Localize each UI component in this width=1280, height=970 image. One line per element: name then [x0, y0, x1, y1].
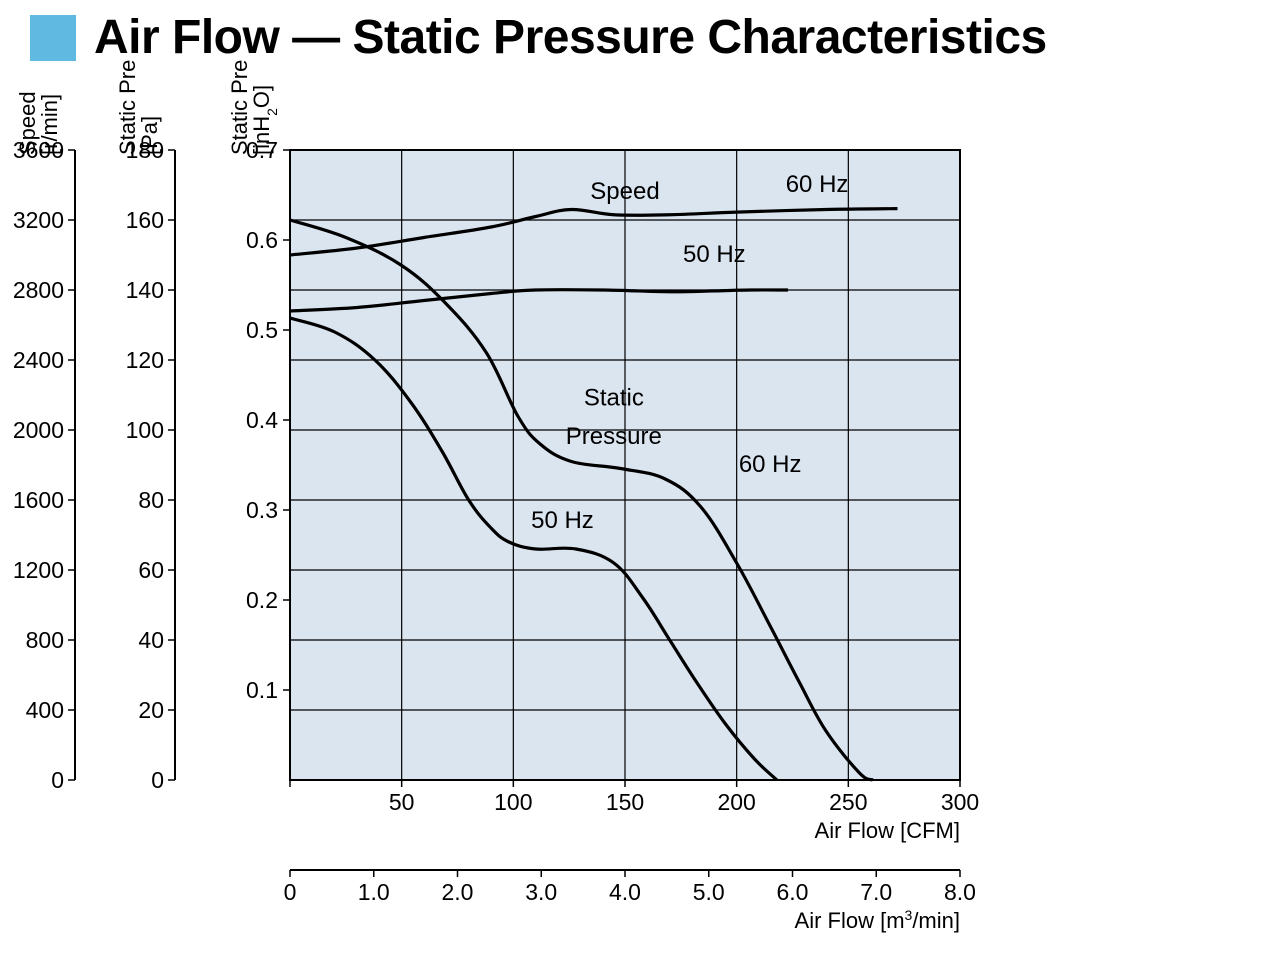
- tick-label-pa: 40: [138, 627, 164, 653]
- x-axis-m3-label: Air Flow [m3/min]: [795, 907, 960, 933]
- tick-label-cfm: 200: [717, 789, 755, 815]
- annotation-speed_60: 60 Hz: [786, 171, 849, 198]
- annotation-speed_label: Speed: [590, 178, 659, 205]
- tick-label-speed: 1600: [13, 487, 64, 513]
- tick-label-cfm: 300: [941, 789, 979, 815]
- chart-svg: 0400800120016002000240028003200360002040…: [0, 60, 1280, 970]
- tick-label-speed: 3200: [13, 207, 64, 233]
- tick-label-speed: 2800: [13, 277, 64, 303]
- tick-label-m3: 1.0: [358, 879, 390, 905]
- annotation-speed_50: 50 Hz: [683, 241, 746, 268]
- tick-label-cfm: 100: [494, 789, 532, 815]
- tick-label-cfm: 150: [606, 789, 644, 815]
- chart-title-bar: Air Flow — Static Pressure Characteristi…: [30, 10, 1047, 65]
- annotation-sp_label_1: Static: [584, 385, 644, 412]
- tick-label-speed: 400: [26, 697, 64, 723]
- accent-square-icon: [30, 15, 76, 61]
- tick-label-pa: 0: [151, 767, 164, 793]
- tick-label-cfm: 250: [829, 789, 867, 815]
- tick-label-pa: 60: [138, 557, 164, 583]
- tick-label-inh2o: 0.5: [246, 317, 278, 343]
- tick-label-speed: 2400: [13, 347, 64, 373]
- tick-label-pa: 120: [126, 347, 164, 373]
- tick-label-speed: 1200: [13, 557, 64, 583]
- tick-label-pa: 100: [126, 417, 164, 443]
- annotation-sp_label_2: Pressure: [566, 423, 662, 450]
- page: Air Flow — Static Pressure Characteristi…: [0, 0, 1280, 970]
- tick-label-m3: 7.0: [860, 879, 892, 905]
- tick-label-pa: 160: [126, 207, 164, 233]
- chart-title: Air Flow — Static Pressure Characteristi…: [94, 10, 1047, 65]
- tick-label-pa: 20: [138, 697, 164, 723]
- annotation-sp_50: 50 Hz: [531, 507, 594, 534]
- y-axis-label: [r/min]: [37, 94, 62, 155]
- tick-label-inh2o: 0.6: [246, 227, 278, 253]
- tick-label-m3: 5.0: [693, 879, 725, 905]
- y-axis-label: [Pa]: [137, 116, 162, 155]
- tick-label-pa: 140: [126, 277, 164, 303]
- x-axis-cfm-label: Air Flow [CFM]: [815, 818, 960, 843]
- tick-label-m3: 8.0: [944, 879, 976, 905]
- tick-label-speed: 800: [26, 627, 64, 653]
- tick-label-inh2o: 0.1: [246, 677, 278, 703]
- tick-label-inh2o: 0.2: [246, 587, 278, 613]
- tick-label-speed: 2000: [13, 417, 64, 443]
- tick-label-m3: 3.0: [525, 879, 557, 905]
- tick-label-m3: 0: [284, 879, 297, 905]
- tick-label-cfm: 50: [389, 789, 415, 815]
- tick-label-inh2o: 0.3: [246, 497, 278, 523]
- tick-label-m3: 2.0: [442, 879, 474, 905]
- tick-label-speed: 0: [51, 767, 64, 793]
- tick-label-m3: 6.0: [777, 879, 809, 905]
- tick-label-m3: 4.0: [609, 879, 641, 905]
- annotation-sp_60: 60 Hz: [739, 451, 802, 478]
- tick-label-pa: 80: [138, 487, 164, 513]
- tick-label-inh2o: 0.4: [246, 407, 278, 433]
